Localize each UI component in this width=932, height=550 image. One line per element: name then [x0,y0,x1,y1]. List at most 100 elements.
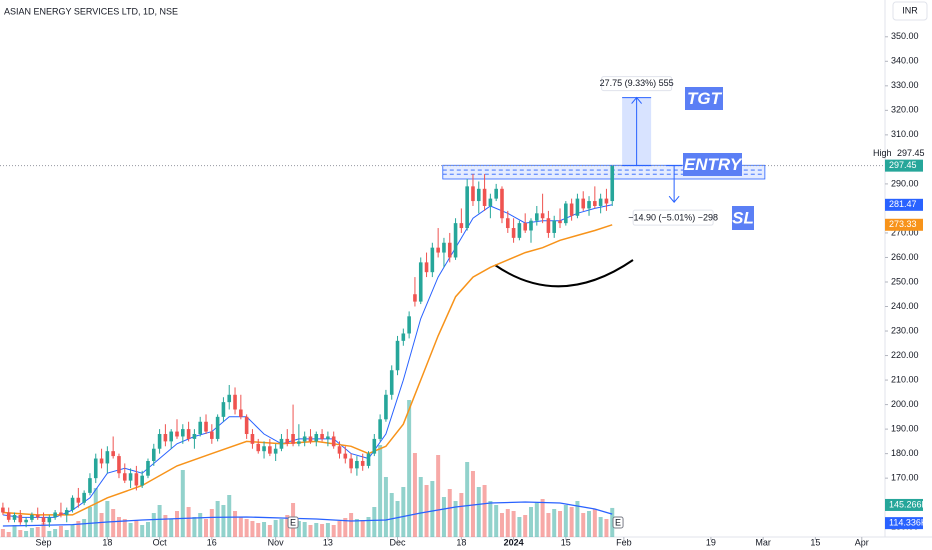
candle-body [134,473,139,486]
volume-bar [233,511,238,537]
candle-body [256,443,261,452]
volume-bar [314,523,319,537]
currency-box[interactable] [892,1,928,21]
y-tick-label: 350.00 [891,31,919,41]
ma-tag: 281.47 [889,199,917,209]
volume-bar [407,400,412,537]
volume-bar [412,453,417,537]
volume-bar [325,523,330,537]
volume-bar [204,519,209,537]
y-tick-label: 290.00 [891,178,919,188]
volume-bar [320,524,325,537]
last-price-tag: 297.45 [889,160,917,170]
volume-bar [6,532,11,537]
candle-body [343,453,348,459]
y-tick-label: 210.00 [891,374,919,384]
y-tick-label: 220.00 [891,350,919,360]
candle-body [401,333,406,341]
ma-tag: 273.33 [889,219,917,229]
candle-body [128,473,133,481]
candle-body [117,456,121,474]
volume-bar [575,501,580,537]
x-tick-label: Sep [36,537,52,547]
annotation-text: TGT [687,89,723,108]
candle-body [610,165,615,202]
volume-ma-line [2,501,613,527]
volume-bar [180,470,185,537]
moving-average-line [2,204,613,518]
x-tick-label: 15 [810,537,820,547]
volume-bar [93,488,98,537]
candle-body [418,262,423,302]
volume-bar [494,505,499,537]
volume-bar [111,509,116,537]
volume-bar [378,445,383,537]
volume-bar [453,501,458,537]
candle-body [569,203,574,216]
y-tick-label: 320.00 [891,105,919,115]
volume-bar [563,505,568,537]
volume-bar [128,523,133,537]
annotation-box [732,206,754,230]
candle-body [349,458,353,469]
volume-bar [534,503,539,537]
candle-body [198,421,203,435]
volume-bar [296,521,301,537]
candle-body [488,198,493,206]
candle-body [500,188,504,219]
volume-bar [418,477,423,537]
volume-bar [349,513,354,537]
volume-bar [105,501,110,537]
volume-bar [604,519,609,537]
stop-label-box [632,209,714,226]
annotation-text: SL [732,208,754,227]
volume-bar [47,531,52,537]
target-label-box [601,76,673,92]
candle-body [250,434,255,444]
volume-bar [430,481,435,537]
volume-bar [35,527,40,537]
volume-bar [540,499,545,537]
volume-bar [169,519,174,537]
volume-bar [256,523,261,537]
volume-bar [122,519,127,537]
candle-body [604,198,609,204]
x-tick-label: Dec [390,537,407,547]
candle-body [581,198,586,209]
x-tick-label: Nov [268,537,285,547]
ma-tag-bg [885,198,923,211]
volume-bar [505,509,510,537]
target-arrow [631,96,643,166]
candle-body [482,188,487,206]
volume-bar [343,518,348,537]
candle-body [99,458,104,464]
candle-body [221,402,226,417]
chart-title: ASIAN ENERGY SERVICES LTD, 1D, NSE [4,6,178,16]
volume-bar [227,495,232,537]
candle-body [430,247,435,273]
x-tick-label: 16 [207,537,217,547]
candle-body [111,451,115,457]
volume-bar [511,511,516,537]
volume-bar [401,487,406,537]
x-tick-label: 18 [456,537,466,547]
candle-body [146,460,150,476]
annotation-box [683,153,742,176]
candle-body [47,517,52,523]
candle-body [64,510,69,515]
volume-bar [459,493,464,537]
volume-bar [337,521,342,537]
candle-body [471,186,475,202]
candle-body [326,436,330,439]
volume-bar [383,477,388,537]
candle-body [18,514,23,523]
candle-body [575,198,580,216]
candle-body [53,512,57,518]
candle-body [285,438,290,444]
candle-body [308,436,313,442]
volume-bar [569,507,574,537]
y-tick-label: 190.00 [891,423,919,433]
candle-body [35,514,40,518]
currency[interactable]: INR [902,5,918,15]
